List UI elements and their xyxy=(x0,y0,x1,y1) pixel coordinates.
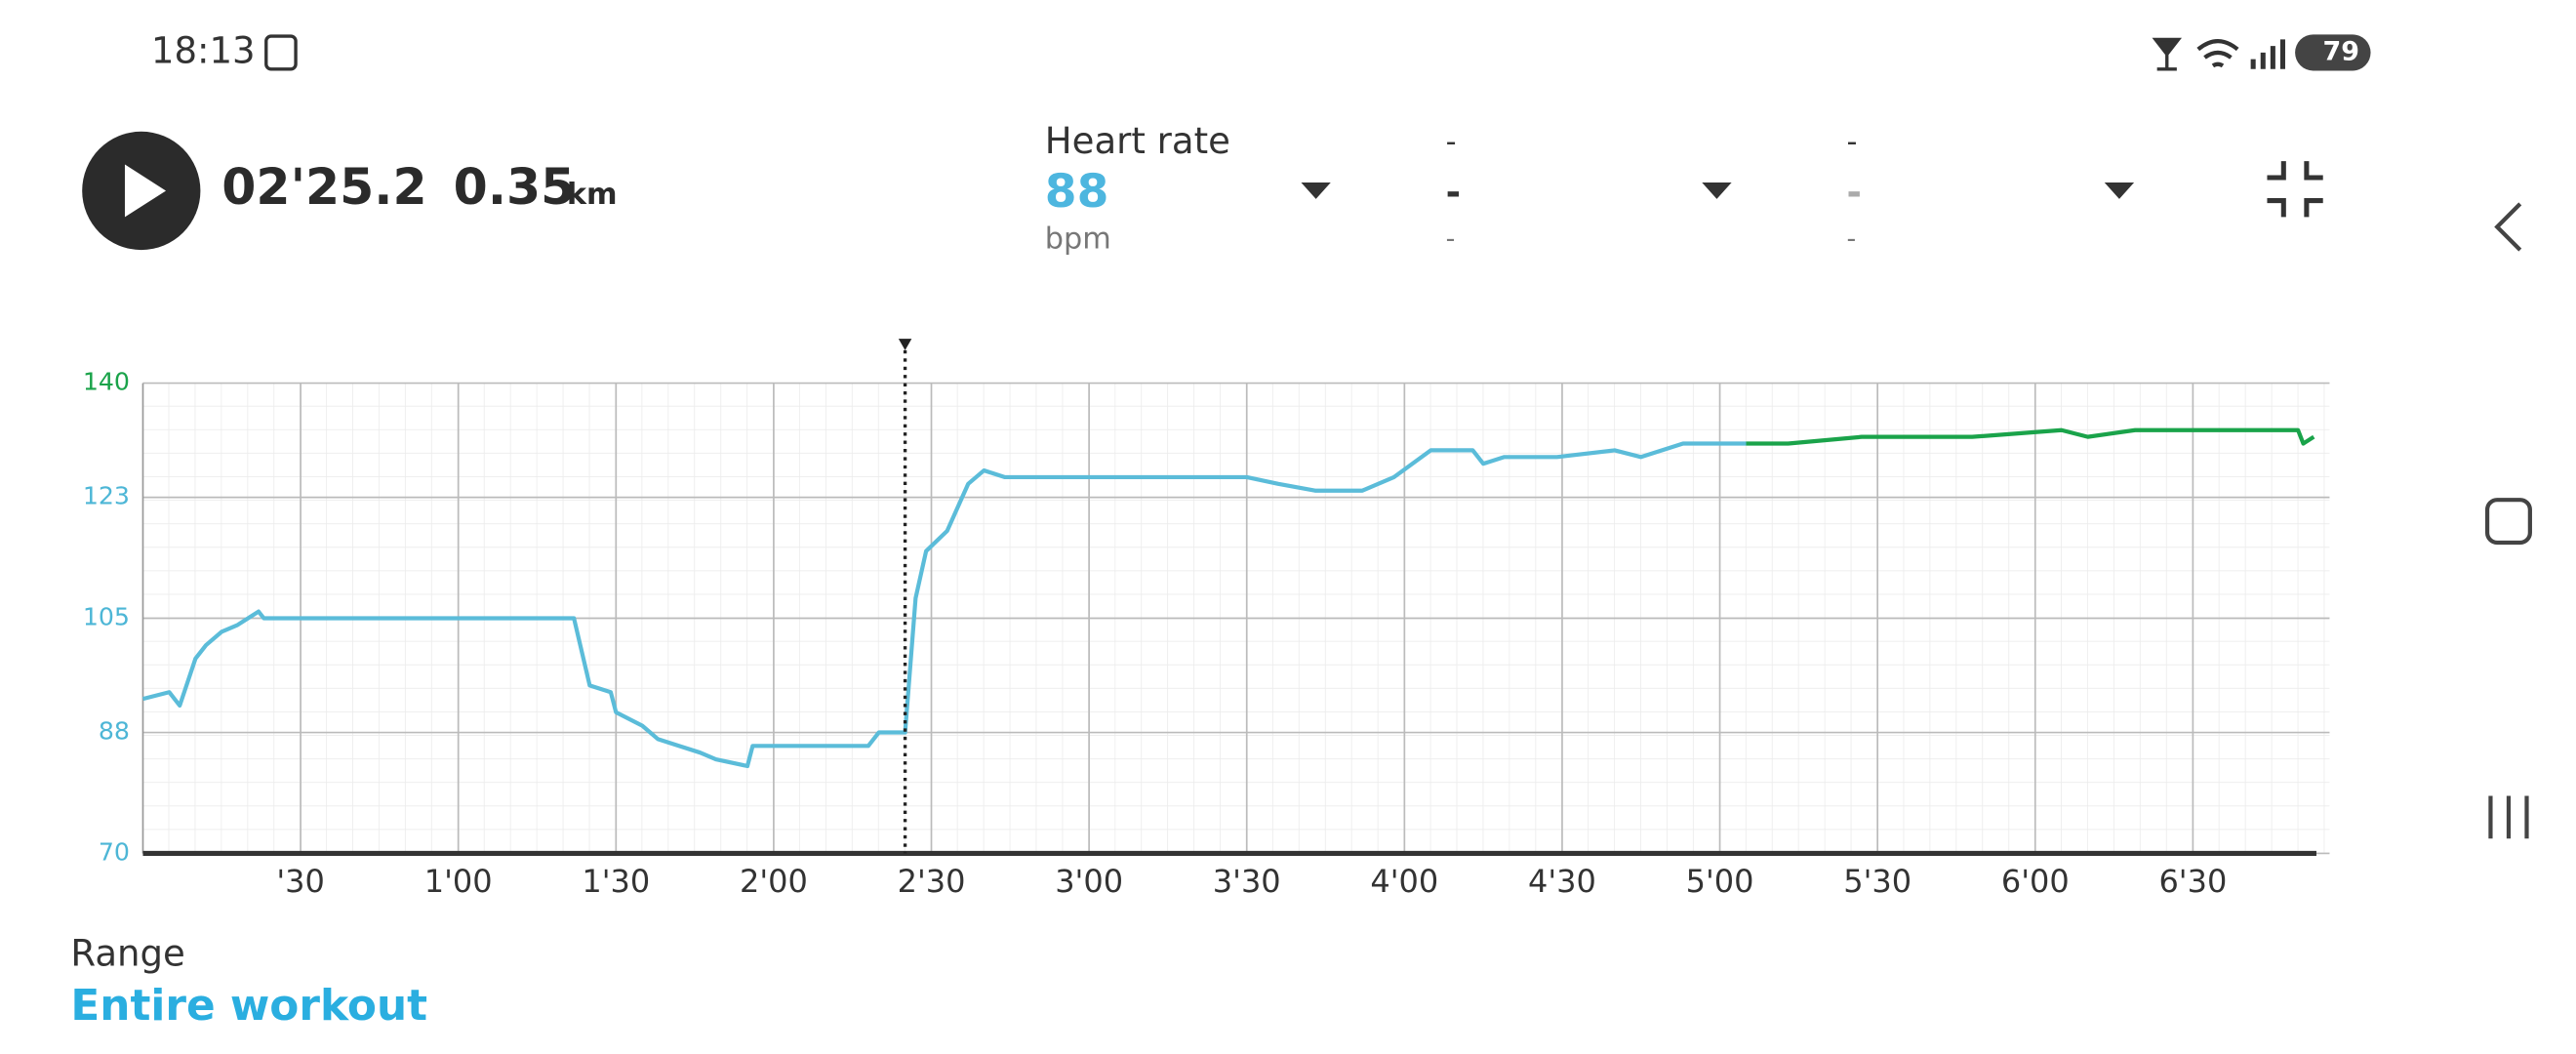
nav-home[interactable] xyxy=(2484,498,2532,546)
cell-icon xyxy=(2250,39,2285,69)
x-tick-label: 4'30 xyxy=(1528,863,1596,900)
dropdown[interactable] xyxy=(1301,182,1331,199)
x-tick-label: 2'30 xyxy=(898,863,966,900)
x-tick-label: 4'00 xyxy=(1370,863,1438,900)
range-label: Range xyxy=(70,932,184,974)
x-tick-label: 3'30 xyxy=(1213,863,1281,900)
x-tick-label: 5'30 xyxy=(1843,863,1912,900)
distance-unit: km xyxy=(567,178,618,212)
metric-unit: - xyxy=(1446,223,1456,254)
nav-recents[interactable] xyxy=(2488,795,2529,839)
signal-icon xyxy=(2152,37,2182,71)
x-tick-label: 6'00 xyxy=(2001,863,2070,900)
screenshot-icon xyxy=(264,34,298,71)
play-icon xyxy=(124,164,167,218)
x-tick-label: '30 xyxy=(276,863,324,900)
wifi-icon xyxy=(2196,39,2239,68)
dropdown[interactable] xyxy=(1702,182,1732,199)
range-value[interactable]: Entire workout xyxy=(70,981,427,1031)
metric-value: - xyxy=(1446,171,1461,213)
x-tick-label: 1'00 xyxy=(424,863,493,900)
x-tick-label: 2'00 xyxy=(740,863,808,900)
x-tick-label: 6'30 xyxy=(2158,863,2227,900)
metric-label: - xyxy=(1846,125,1857,159)
x-tick-label: 5'00 xyxy=(1686,863,1754,900)
x-tick-label: 3'00 xyxy=(1055,863,1123,900)
line-series xyxy=(141,441,1747,769)
cursor-handle xyxy=(898,339,912,350)
battery-level: 79 xyxy=(2322,36,2358,66)
metric-label: - xyxy=(1446,125,1457,159)
line-series xyxy=(1746,427,2315,446)
battery xyxy=(2295,34,2371,71)
chart: 70 88 105 123 140 '30 1'00 1'30 2'00 2'30 3'00 3'30… xyxy=(83,339,2330,900)
y-tick-label: 70 xyxy=(99,837,130,866)
y-tick-label: 105 xyxy=(83,603,130,631)
metric-label: Heart rate xyxy=(1045,120,1230,162)
y-tick-label: 140 xyxy=(83,368,130,396)
metric-unit: - xyxy=(1846,223,1856,254)
y-tick-label: 88 xyxy=(99,717,130,746)
metric-unit: bpm xyxy=(1045,222,1111,256)
clock: 18:13 xyxy=(151,29,256,71)
distance: 0.35 xyxy=(454,158,576,216)
elapsed: 02'25.2 xyxy=(221,158,426,216)
metric-value: 88 xyxy=(1045,165,1109,219)
y-tick-label: 123 xyxy=(83,482,130,510)
dropdown[interactable] xyxy=(2104,182,2135,199)
x-tick-label: 1'30 xyxy=(582,863,650,900)
metric-value: - xyxy=(1846,171,1861,213)
collapse-button[interactable] xyxy=(2267,161,2323,218)
nav-back[interactable] xyxy=(2494,202,2522,252)
